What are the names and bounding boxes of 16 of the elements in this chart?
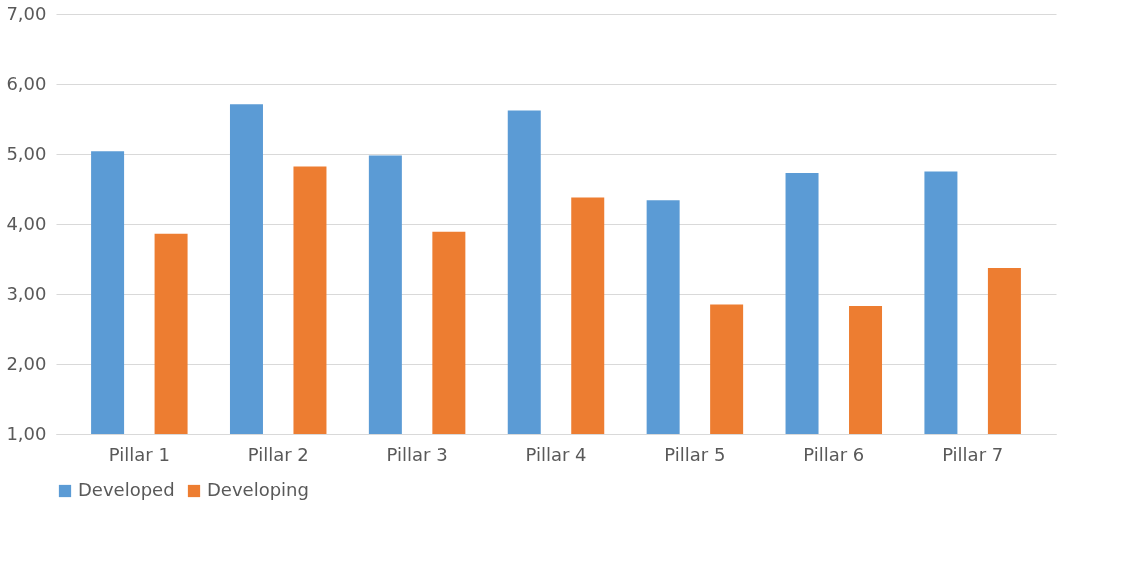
x-tick-label: Pillar 3 [386,443,448,465]
y-tick-label: 3,00 [6,282,47,304]
y-tick-label: 1,00 [6,422,47,444]
legend-label: Developing [207,479,309,500]
y-tick-label: 6,00 [6,72,47,94]
x-tick-label: Pillar 2 [247,443,309,465]
y-tick-label: 2,00 [6,352,47,374]
y-tick-label: 7,00 [6,2,47,24]
x-tick-label: Pillar 6 [803,443,865,465]
x-tick-label: Pillar 4 [525,443,587,465]
y-tick-label: 4,00 [6,212,47,234]
y-tick-label: 5,00 [6,142,47,164]
legend-label: Developed [78,479,175,500]
x-tick-label: Pillar 7 [942,443,1004,465]
x-tick-label: Pillar 5 [664,443,726,465]
x-tick-label: Pillar 1 [108,443,170,465]
